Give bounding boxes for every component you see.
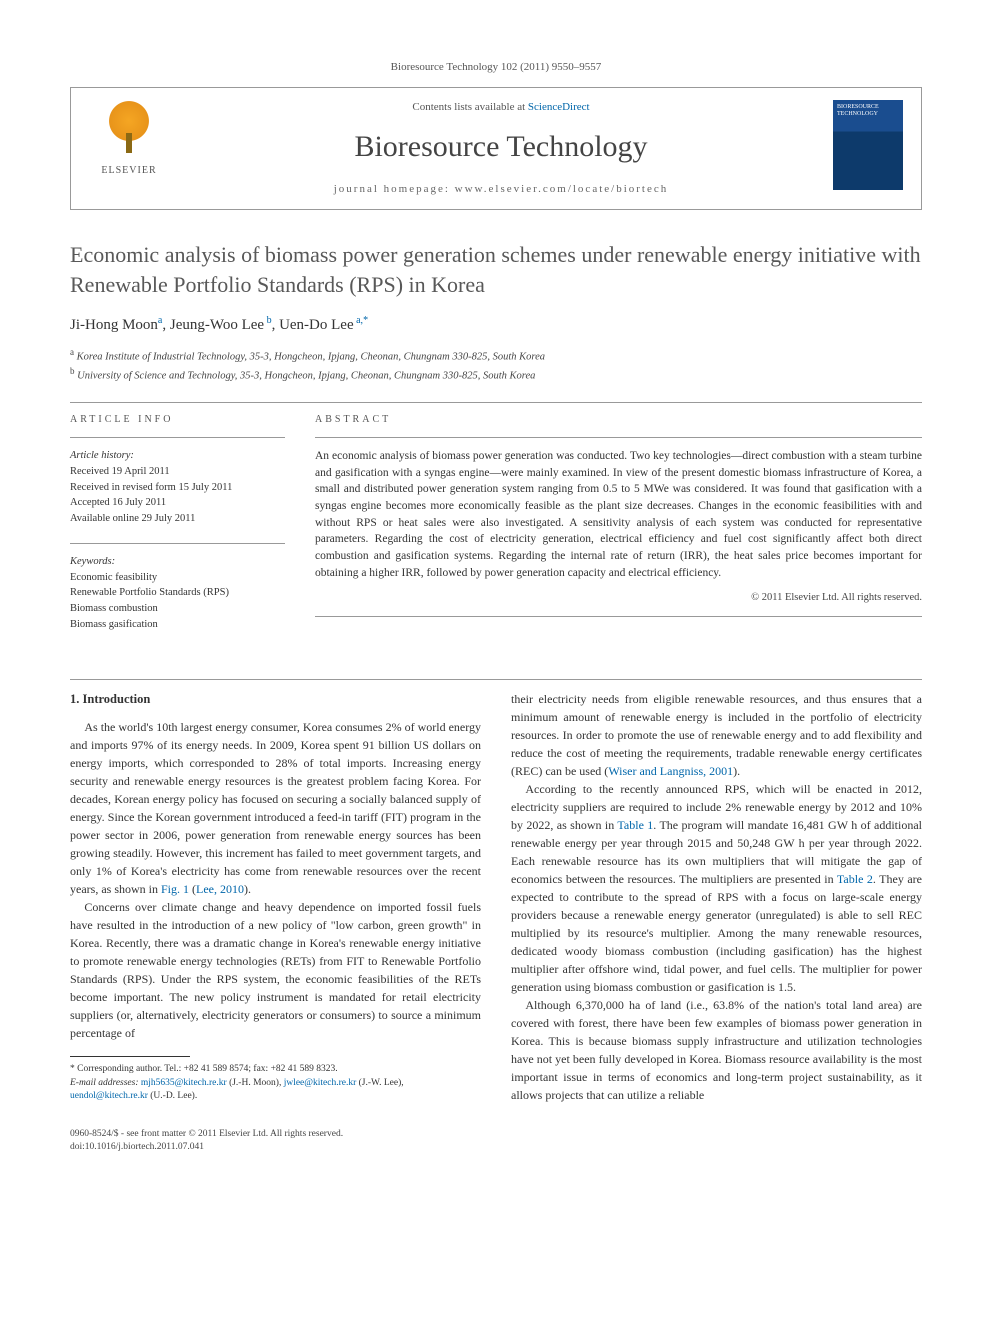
footnote-divider xyxy=(70,1056,190,1057)
divider xyxy=(70,437,285,438)
divider xyxy=(315,437,922,438)
text-run: ). xyxy=(733,764,740,778)
journal-cover-thumbnail: BIORESOURCE TECHNOLOGY xyxy=(833,100,903,190)
email-owner: (U.-D. Lee). xyxy=(150,1091,197,1101)
citation-link[interactable]: Wiser and Langniss, 2001 xyxy=(608,764,733,778)
text-run: . They are expected to contribute to the… xyxy=(511,872,922,994)
abstract-column: ABSTRACT An economic analysis of biomass… xyxy=(315,413,922,649)
body-text: 1. Introduction As the world's 10th larg… xyxy=(70,690,922,1104)
affil-sup: b xyxy=(264,315,272,326)
page-footer: 0960-8524/$ - see front matter © 2011 El… xyxy=(70,1128,922,1155)
divider xyxy=(315,616,922,617)
email-owner: (J.-W. Lee) xyxy=(359,1078,402,1088)
author-email-link[interactable]: uendol@kitech.re.kr xyxy=(70,1091,148,1101)
journal-name: Bioresource Technology xyxy=(179,126,823,168)
history-online: Available online 29 July 2011 xyxy=(70,511,285,527)
abstract-text: An economic analysis of biomass power ge… xyxy=(315,448,922,581)
contents-prefix: Contents lists available at xyxy=(412,101,527,113)
history-accepted: Accepted 16 July 2011 xyxy=(70,495,285,511)
divider xyxy=(70,402,922,403)
table-link[interactable]: Table 2 xyxy=(837,872,873,886)
abstract-heading: ABSTRACT xyxy=(315,413,922,427)
abstract-copyright: © 2011 Elsevier Ltd. All rights reserved… xyxy=(315,591,922,606)
corresponding-mark: * xyxy=(363,315,368,326)
divider xyxy=(70,543,285,544)
table-link[interactable]: Table 1 xyxy=(617,818,653,832)
article-info-heading: ARTICLE INFO xyxy=(70,413,285,427)
corr-star: * xyxy=(70,1064,75,1074)
cover-title: BIORESOURCE TECHNOLOGY xyxy=(837,104,899,117)
email-label: E-mail addresses: xyxy=(70,1078,139,1088)
text-run: ( xyxy=(189,882,196,896)
text-run: ). xyxy=(244,882,251,896)
affiliation-a: Korea Institute of Industrial Technology… xyxy=(77,351,545,362)
paragraph: Although 6,370,000 ha of land (i.e., 63.… xyxy=(511,996,922,1104)
homepage-url[interactable]: www.elsevier.com/locate/biortech xyxy=(455,183,669,195)
text-run: As the world's 10th largest energy consu… xyxy=(70,720,481,896)
keyword: Renewable Portfolio Standards (RPS) xyxy=(70,585,285,601)
affiliation-block: a Korea Institute of Industrial Technolo… xyxy=(70,346,922,385)
divider xyxy=(70,679,922,680)
keywords-label: Keywords: xyxy=(70,554,285,570)
journal-reference: Bioresource Technology 102 (2011) 9550–9… xyxy=(70,60,922,75)
elsevier-tree-icon xyxy=(99,100,159,160)
article-info-column: ARTICLE INFO Article history: Received 1… xyxy=(70,413,285,649)
keyword: Biomass gasification xyxy=(70,617,285,633)
footnote-block: * Corresponding author. Tel.: +82 41 589… xyxy=(70,1063,481,1103)
author-email-link[interactable]: mjh5635@kitech.re.kr xyxy=(141,1078,227,1088)
figure-link[interactable]: Fig. 1 xyxy=(161,882,189,896)
history-revised: Received in revised form 15 July 2011 xyxy=(70,480,285,496)
article-title: Economic analysis of biomass power gener… xyxy=(70,240,922,299)
paragraph: According to the recently announced RPS,… xyxy=(511,780,922,996)
publisher-name: ELSEVIER xyxy=(89,164,169,178)
history-received: Received 19 April 2011 xyxy=(70,464,285,480)
publisher-logo-block: ELSEVIER xyxy=(89,100,169,178)
corresponding-author-note: Corresponding author. Tel.: +82 41 589 8… xyxy=(77,1064,338,1074)
affil-sup: a, xyxy=(354,315,363,326)
paragraph: As the world's 10th largest energy consu… xyxy=(70,718,481,898)
section-heading: 1. Introduction xyxy=(70,690,481,709)
keyword: Biomass combustion xyxy=(70,601,285,617)
author-list: Ji-Hong Moona, Jeung-Woo Lee b, Uen-Do L… xyxy=(70,314,922,336)
page-root: Bioresource Technology 102 (2011) 9550–9… xyxy=(0,0,992,1194)
paragraph: their electricity needs from eligible re… xyxy=(511,690,922,780)
affiliation-b: University of Science and Technology, 35… xyxy=(77,370,535,381)
homepage-prefix: journal homepage: xyxy=(334,183,455,195)
journal-masthead: ELSEVIER Contents lists available at Sci… xyxy=(70,87,922,210)
footer-line: 0960-8524/$ - see front matter © 2011 El… xyxy=(70,1128,922,1141)
keywords-block: Keywords: Economic feasibility Renewable… xyxy=(70,554,285,633)
contents-available-line: Contents lists available at ScienceDirec… xyxy=(179,100,823,115)
email-owner: (J.-H. Moon) xyxy=(229,1078,279,1088)
keyword: Economic feasibility xyxy=(70,570,285,586)
author-email-link[interactable]: jwlee@kitech.re.kr xyxy=(284,1078,357,1088)
affil-sup: a xyxy=(158,315,162,326)
doi-line: doi:10.1016/j.biortech.2011.07.041 xyxy=(70,1141,922,1154)
citation-link[interactable]: Lee, 2010 xyxy=(196,882,244,896)
history-label: Article history: xyxy=(70,448,285,464)
article-history: Article history: Received 19 April 2011 … xyxy=(70,448,285,527)
paragraph: Concerns over climate change and heavy d… xyxy=(70,898,481,1042)
journal-homepage-line: journal homepage: www.elsevier.com/locat… xyxy=(179,182,823,197)
sciencedirect-link[interactable]: ScienceDirect xyxy=(528,101,590,113)
info-abstract-row: ARTICLE INFO Article history: Received 1… xyxy=(70,413,922,649)
